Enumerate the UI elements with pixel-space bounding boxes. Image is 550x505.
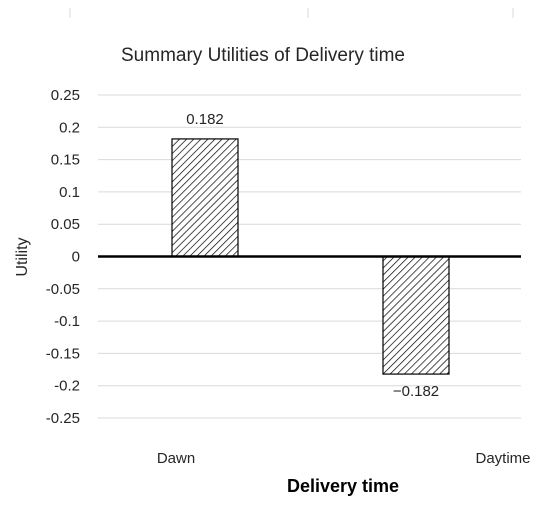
y-tick-label: -0.1 xyxy=(54,313,80,330)
y-axis-label: Utility xyxy=(14,237,31,276)
y-tick-label: -0.25 xyxy=(46,410,80,427)
x-tick-label: Dawn xyxy=(157,450,195,467)
chart-title: Summary Utilities of Delivery time xyxy=(121,45,405,66)
x-tick-label: Daytime xyxy=(475,450,530,467)
y-tick-label: 0.2 xyxy=(59,119,80,136)
y-tick-label: -0.15 xyxy=(46,345,80,362)
bar-dawn xyxy=(171,138,239,258)
data-label: 0.182 xyxy=(186,111,224,128)
y-tick-label: -0.05 xyxy=(46,281,80,298)
y-tick-label: -0.2 xyxy=(54,378,80,395)
category-labels: Dawn Daytime xyxy=(157,450,531,467)
y-tick-label: 0.25 xyxy=(51,87,80,104)
y-axis-ticks: 0.25 0.2 0.15 0.1 0.05 0 -0.05 -0.1 -0.15 -0.2 -0.… xyxy=(46,87,80,427)
frame-ticks xyxy=(69,8,514,18)
bar-daytime xyxy=(382,255,450,375)
gridlines xyxy=(98,94,521,419)
y-tick-label: 0 xyxy=(72,249,80,266)
y-tick-label: 0.15 xyxy=(51,152,80,169)
x-axis-label: Delivery time xyxy=(287,476,399,496)
data-labels: 0.182 −0.182 xyxy=(186,111,439,400)
data-label: −0.182 xyxy=(393,383,439,400)
bars xyxy=(171,138,450,375)
y-tick-label: 0.1 xyxy=(59,184,80,201)
y-tick-label: 0.05 xyxy=(51,216,80,233)
